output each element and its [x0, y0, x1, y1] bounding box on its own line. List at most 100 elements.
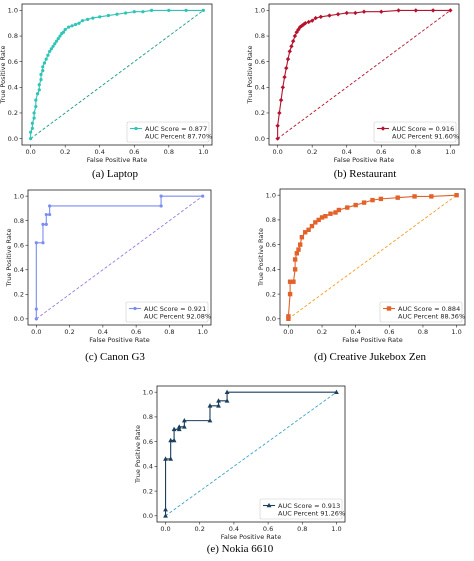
chance-diagonal-line: [277, 10, 451, 139]
roc-point: [37, 88, 41, 92]
roc-point: [49, 47, 53, 51]
x-tick-label: 1.0: [198, 148, 208, 156]
roc-point: [216, 398, 221, 403]
legend-swatch-marker: [266, 502, 272, 508]
roc-point: [280, 85, 286, 90]
legend-box: [125, 301, 209, 323]
roc-point: [303, 230, 308, 235]
roc-point: [184, 8, 188, 13]
roc-point: [39, 78, 43, 82]
roc-panel-5: 0.0 0.2 0.4 0.6 0.8 1.0 0.0 0.2 0.4 0.6 0.8 1.0 Fals…: [134, 385, 346, 555]
roc-point: [292, 33, 298, 39]
roc-point: [291, 279, 296, 284]
roc-point: [106, 13, 110, 18]
y-tick-label: 1.0: [14, 192, 24, 200]
x-tick-label: 0.2: [317, 328, 327, 336]
y-tick-label: 0.6: [255, 58, 265, 66]
roc-point: [303, 21, 308, 26]
y-tick-label: 0.4: [8, 84, 18, 92]
roc-point: [275, 123, 280, 128]
y-tick-label: 0.8: [8, 32, 18, 40]
x-tick-label: 0.6: [376, 148, 386, 156]
roc-point: [77, 21, 81, 25]
roc-point: [46, 53, 50, 57]
y-tick-label: 0.4: [14, 266, 24, 274]
x-tick-label: 0.6: [263, 525, 273, 533]
roc-panel-3: 0.0 0.2 0.4 0.6 0.8 1.0 0.0 0.2 0.4 0.6 0.8 1.0 Fals…: [5, 189, 212, 363]
roc-point: [395, 195, 400, 200]
roc-point: [292, 267, 298, 272]
roc-point: [313, 220, 318, 225]
roc-point: [86, 17, 90, 21]
roc-point: [448, 8, 453, 13]
y-tick-label: 0.6: [143, 438, 153, 446]
roc-point: [132, 10, 136, 14]
legend-entry-score: AUC Score = 0.884: [398, 305, 460, 313]
roc-point: [299, 235, 305, 240]
legend-entry-percent: AUC Percent 88.36%: [398, 313, 465, 321]
roc-point: [335, 12, 341, 17]
roc-point: [323, 214, 328, 219]
legend-swatch-marker: [386, 306, 392, 311]
x-tick-label: 0.8: [411, 148, 421, 156]
x-tick-label: 0.8: [164, 148, 174, 156]
roc-point: [115, 12, 119, 16]
roc-point: [171, 426, 177, 432]
x-tick-label: 0.4: [342, 148, 352, 156]
roc-point: [163, 513, 168, 518]
legend-swatch-marker: [380, 126, 386, 131]
y-tick-label: 1.0: [255, 7, 265, 15]
roc-point: [370, 197, 375, 203]
roc-point: [171, 437, 177, 443]
roc-point: [313, 15, 318, 21]
roc-point: [201, 194, 205, 198]
roc-point: [168, 437, 174, 443]
roc-point: [379, 9, 384, 14]
roc-point: [32, 111, 36, 115]
y-axis-label: True Positive Rate: [246, 46, 254, 105]
roc-point: [224, 389, 230, 394]
y-tick-label: 0.2: [14, 291, 24, 299]
y-tick-label: 1.0: [8, 7, 18, 15]
roc-point: [429, 194, 434, 199]
roc-point: [277, 110, 282, 116]
y-tick-label: 0.6: [14, 241, 24, 249]
y-tick-label: 0.0: [14, 315, 24, 323]
chance-diagonal-line: [36, 195, 203, 320]
roc-point: [284, 65, 289, 71]
x-tick-label: 0.8: [418, 328, 428, 336]
x-tick-label: 0.2: [60, 148, 70, 156]
x-axis-label: False Positive Rate: [334, 156, 394, 164]
x-tick-label: 1.0: [331, 525, 341, 533]
roc-point: [53, 42, 57, 46]
x-tick-label: 0.2: [64, 328, 74, 336]
y-axis-label: True Positive Rate: [257, 228, 265, 287]
x-tick-label: 0.0: [283, 328, 293, 336]
roc-point: [163, 456, 168, 461]
roc-point: [48, 49, 52, 54]
roc-point: [297, 242, 303, 247]
x-tick-label: 0.2: [307, 148, 317, 156]
roc-point: [309, 18, 315, 23]
roc-panel-2: 0.0 0.2 0.4 0.6 0.8 1.0 0.0 0.2 0.4 0.6 0.8 1.0 Fals…: [246, 3, 460, 180]
roc-point: [353, 10, 358, 16]
x-tick-label: 0.4: [351, 328, 361, 336]
roc-point: [430, 8, 436, 13]
x-tick-label: 1.0: [451, 328, 461, 336]
roc-point: [163, 507, 168, 512]
y-tick-label: 0.2: [8, 109, 18, 117]
legend-box: [259, 498, 343, 520]
roc-point: [124, 11, 128, 15]
roc-point: [328, 211, 333, 216]
roc-point: [316, 217, 321, 223]
roc-point: [287, 49, 292, 54]
roc-point: [334, 389, 339, 394]
roc-point: [181, 418, 187, 423]
roc-panel-1: 0.0 0.2 0.4 0.6 0.8 1.0 0.0 0.2 0.4 0.6 0.8 1.0 Fals…: [0, 3, 213, 180]
chance-diagonal-line: [30, 10, 204, 139]
y-tick-label: 0.6: [8, 58, 18, 66]
roc-panel-4: 0.0 0.2 0.4 0.6 0.8 1.0 0.0 0.2 0.4 0.6 0.8 1.0 Fals…: [257, 188, 466, 363]
roc-point: [34, 241, 38, 245]
